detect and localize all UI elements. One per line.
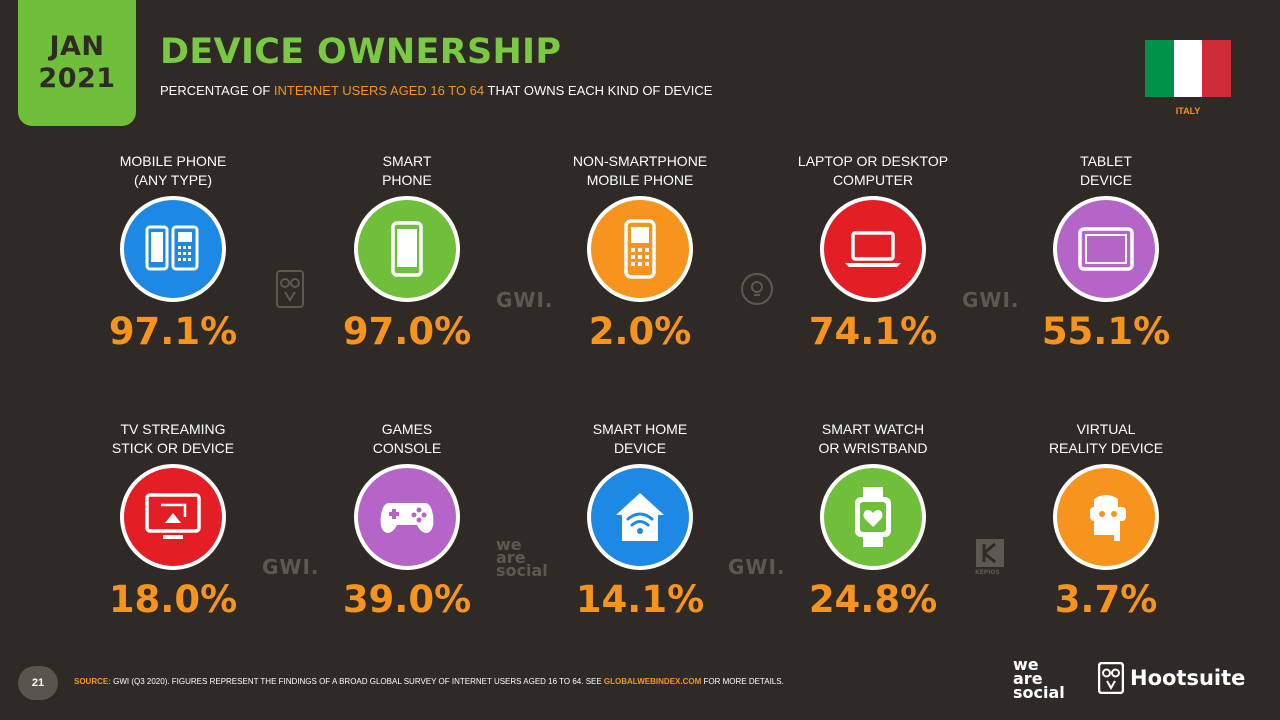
device-icon-circle xyxy=(820,464,926,570)
device-label-line1: TABLET xyxy=(1080,153,1132,169)
bulb-watermark-icon xyxy=(740,272,774,311)
device-label: SMART HOME DEVICE xyxy=(540,420,740,460)
italy-flag-icon xyxy=(1145,40,1232,97)
device-label-line2: OR WRISTBAND xyxy=(818,440,928,456)
we-are-social-watermark: we are social xyxy=(496,535,548,580)
device-label: VIRTUAL REALITY DEVICE xyxy=(1006,420,1206,460)
feature-phone-icon xyxy=(624,219,656,279)
we-are-social-logo: we are social xyxy=(1013,655,1065,702)
device-label-line1: SMART WATCH xyxy=(821,421,925,437)
subtitle-post: THAT OWNS EACH KIND OF DEVICE xyxy=(484,83,713,98)
vr-headset-icon xyxy=(1090,495,1126,541)
tv-streaming-icon xyxy=(145,493,201,539)
page-subtitle: PERCENTAGE OF INTERNET USERS AGED 16 TO … xyxy=(160,83,712,98)
device-label-line2: STICK OR DEVICE xyxy=(111,440,235,456)
gwi-watermark: GWI. xyxy=(962,288,1020,312)
gwi-watermark: GWI. xyxy=(262,555,320,579)
device-label-line2: CONSOLE xyxy=(372,440,442,456)
device-label: TV STREAMING STICK OR DEVICE xyxy=(73,420,273,460)
device-percentage: 18.0% xyxy=(108,578,238,621)
owl-watermark-icon xyxy=(276,270,304,313)
device-label: TABLET DEVICE xyxy=(1006,152,1206,192)
device-label-line1: LAPTOP OR DESKTOP xyxy=(797,153,949,169)
smart-home-icon xyxy=(616,493,664,541)
device-label: MOBILE PHONE (ANY TYPE) xyxy=(73,152,273,192)
device-icon-circle xyxy=(120,196,226,302)
source-end: FOR MORE DETAILS. xyxy=(701,677,784,686)
device-label-line1: GAMES xyxy=(381,421,433,437)
device-label-line1: MOBILE PHONE xyxy=(119,153,227,169)
ws-we: we xyxy=(496,535,522,554)
subtitle-highlight: INTERNET USERS AGED 16 TO 64 xyxy=(273,83,485,98)
source-note: SOURCE: GWI (Q3 2020). FIGURES REPRESENT… xyxy=(74,677,784,686)
device-icon-circle xyxy=(120,464,226,570)
flag-stripe-green xyxy=(1145,40,1174,97)
device-icon-circle xyxy=(1053,464,1159,570)
kepios-watermark-label: KEPIOS xyxy=(975,569,1000,576)
tablet-icon xyxy=(1078,227,1134,271)
device-icon-circle xyxy=(587,464,693,570)
hootsuite-wordmark: Hootsuite xyxy=(1130,666,1246,690)
flag-stripe-red xyxy=(1202,40,1232,97)
device-percentage: 14.1% xyxy=(575,578,705,621)
device-icon-circle xyxy=(1053,196,1159,302)
device-label-line2: COMPUTER xyxy=(832,172,914,188)
device-label-line1: SMART xyxy=(382,153,432,169)
date-month: JAN xyxy=(49,31,105,62)
source-label: SOURCE: xyxy=(74,677,111,686)
device-label-line2: PHONE xyxy=(382,172,432,188)
device-percentage: 24.8% xyxy=(808,578,938,621)
device-label-line1: TV STREAMING xyxy=(120,421,226,437)
source-text: GWI (Q3 2020). FIGURES REPRESENT THE FIN… xyxy=(110,677,604,686)
source-link[interactable]: GLOBALWEBINDEX.COM xyxy=(603,677,702,686)
device-percentage: 74.1% xyxy=(808,310,938,353)
date-year: 2021 xyxy=(38,63,116,94)
device-label: NON-SMARTPHONE MOBILE PHONE xyxy=(540,152,740,192)
device-icon-circle xyxy=(354,464,460,570)
mobile-phones-icon xyxy=(145,225,199,271)
device-label-line1: VIRTUAL xyxy=(1076,421,1136,437)
device-label-line2: MOBILE PHONE xyxy=(586,172,694,188)
device-percentage: 97.0% xyxy=(342,310,472,353)
device-label-line2: DEVICE xyxy=(613,440,667,456)
device-label-line2: REALITY DEVICE xyxy=(1048,440,1164,456)
device-percentage: 39.0% xyxy=(342,578,472,621)
page-title: DEVICE OWNERSHIP xyxy=(160,32,562,72)
device-label-line2: DEVICE xyxy=(1079,172,1133,188)
device-label-line1: SMART HOME xyxy=(592,421,688,437)
kepios-watermark-icon xyxy=(975,538,1005,573)
smartphone-icon xyxy=(391,221,423,277)
logo-social: social xyxy=(1013,683,1065,702)
smartwatch-icon xyxy=(855,487,891,547)
hootsuite-owl-icon xyxy=(1098,662,1124,694)
device-icon-circle xyxy=(820,196,926,302)
laptop-icon xyxy=(845,231,901,267)
ws-are: are xyxy=(496,548,526,567)
ws-social: social xyxy=(496,561,548,580)
device-label-line2: (ANY TYPE) xyxy=(133,172,213,188)
device-label: SMART WATCH OR WRISTBAND xyxy=(773,420,973,460)
device-percentage: 97.1% xyxy=(108,310,238,353)
date-badge: JAN 2021 xyxy=(18,0,136,126)
hootsuite-logo: Hootsuite xyxy=(1098,662,1245,694)
page-number: 21 xyxy=(18,666,58,700)
device-percentage: 2.0% xyxy=(588,310,692,353)
device-percentage: 55.1% xyxy=(1041,310,1171,353)
subtitle-pre: PERCENTAGE OF xyxy=(160,83,274,98)
gamepad-icon xyxy=(380,503,434,533)
device-icon-circle xyxy=(354,196,460,302)
device-percentage: 3.7% xyxy=(1054,578,1158,621)
gwi-watermark: GWI. xyxy=(728,555,786,579)
country-label: ITALY xyxy=(1175,106,1201,116)
device-label: GAMES CONSOLE xyxy=(307,420,507,460)
device-label: SMART PHONE xyxy=(307,152,507,192)
flag-stripe-white xyxy=(1173,40,1203,97)
logo-are: are xyxy=(1013,669,1043,688)
gwi-watermark: GWI. xyxy=(496,288,554,312)
logo-we: we xyxy=(1013,655,1039,674)
device-label-line1: NON-SMARTPHONE xyxy=(572,153,708,169)
device-label: LAPTOP OR DESKTOP COMPUTER xyxy=(773,152,973,192)
device-icon-circle xyxy=(587,196,693,302)
